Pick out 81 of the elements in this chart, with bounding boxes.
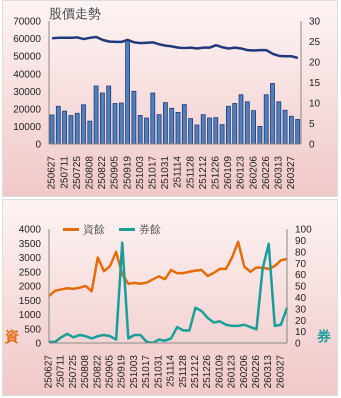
y2-tick-label: 10 <box>309 98 321 110</box>
y2-tick-label: 5 <box>309 119 315 130</box>
y-tick-label: 1500 <box>18 296 42 307</box>
y-tick-label: 3500 <box>18 238 42 250</box>
y2-tick-label: 15 <box>309 78 321 90</box>
y-tick-label: 70000 <box>13 16 42 28</box>
x-tick-label: 260226 <box>250 354 262 388</box>
y-tick-label: 30000 <box>13 86 42 98</box>
y-tick-label: 4000 <box>18 224 42 236</box>
x-tick-label: 251128 <box>185 156 196 189</box>
x-tick-label: 251003 <box>134 156 146 190</box>
x-tick-label: 260123 <box>236 156 247 190</box>
line-series <box>48 240 288 298</box>
y2-tick-label: 10 <box>295 327 307 338</box>
y-tick-label: 3000 <box>18 253 42 264</box>
x-tick-label: 250725 <box>72 156 83 190</box>
y2-tick-label: 90 <box>295 236 307 247</box>
x-tick-label: 250822 <box>97 156 108 190</box>
y2-tick-label: 0 <box>309 140 315 151</box>
x-tick-label: 250919 <box>122 156 134 190</box>
x-tick-label: 250905 <box>104 354 116 388</box>
x-tick-label: 260206 <box>238 354 250 388</box>
x-tick-label: 251226 <box>210 156 222 190</box>
x-tick-label: 260206 <box>248 156 260 190</box>
y2-tick-label: 25 <box>309 37 321 48</box>
y2-tick-label: 60 <box>295 270 307 282</box>
y-axis-title: 資 <box>4 328 19 344</box>
x-tick-label: 251017 <box>147 156 158 190</box>
y-tick-label: 500 <box>24 324 42 336</box>
y-tick-label: 10000 <box>13 122 42 133</box>
x-tick-label: 251212 <box>198 156 209 190</box>
x-tick-label: 251212 <box>190 354 201 388</box>
x-tick-label: 251114 <box>172 156 184 188</box>
legend-label: 資餘 <box>82 223 105 237</box>
x-tick-label: 250725 <box>68 354 79 388</box>
x-tick-label: 250627 <box>46 156 58 190</box>
x-tick-label: 251128 <box>178 354 189 388</box>
y-tick-label: 0 <box>35 140 42 151</box>
x-tick-label: 260313 <box>273 156 284 190</box>
y-tick-label: 2500 <box>18 267 42 278</box>
x-tick-label: 251114 <box>166 354 177 387</box>
y2-tick-label: 30 <box>309 16 321 28</box>
x-tick-label: 250711 <box>56 354 67 388</box>
y-tick-label: 0 <box>35 338 42 350</box>
x-tick-label: 250627 <box>44 354 54 388</box>
x-tick-label: 250711 <box>59 156 70 189</box>
y2-axis-title: 券 <box>316 328 331 344</box>
y2-tick-label: 20 <box>295 316 307 327</box>
x-tick-label: 251017 <box>141 354 152 388</box>
x-tick-label: 251226 <box>202 354 214 388</box>
x-tick-label: 251031 <box>160 156 172 190</box>
x-tick-label: 260327 <box>286 156 298 190</box>
x-tick-label: 260109 <box>223 156 234 190</box>
y2-tick-label: 40 <box>295 292 307 304</box>
y-tick-label: 2000 <box>18 282 42 293</box>
chart-title: 股價走勢 <box>49 5 101 23</box>
x-tick-label: 251031 <box>153 354 164 388</box>
y2-tick-label: 100 <box>295 224 312 236</box>
y2-tick-label: 0 <box>295 338 301 350</box>
legend-label: 券餘 <box>138 223 161 237</box>
x-tick-label: 250808 <box>80 354 92 388</box>
x-tick-label: 250919 <box>116 354 128 388</box>
y-tick-label: 60000 <box>13 34 42 46</box>
y2-tick-label: 20 <box>309 58 321 69</box>
x-tick-label: 250905 <box>110 156 121 190</box>
x-tick-label: 260327 <box>275 354 286 388</box>
x-tick-label: 260109 <box>214 354 226 388</box>
x-tick-label: 260123 <box>226 354 238 388</box>
x-tick-label: 260226 <box>260 156 272 190</box>
y-tick-label: 1000 <box>18 310 42 322</box>
x-tick-label: 250822 <box>92 354 104 388</box>
y2-tick-label: 30 <box>295 304 307 316</box>
y2-tick-label: 50 <box>295 282 307 293</box>
y-tick-label: 40000 <box>13 69 42 80</box>
y2-tick-label: 70 <box>295 258 307 270</box>
x-tick-label: 260313 <box>263 354 274 388</box>
y-tick-label: 20000 <box>13 104 42 116</box>
x-tick-label: 250808 <box>84 156 96 190</box>
x-tick-label: 251003 <box>128 354 140 388</box>
y2-tick-label: 80 <box>295 247 307 258</box>
y-tick-label: 50000 <box>13 52 42 63</box>
